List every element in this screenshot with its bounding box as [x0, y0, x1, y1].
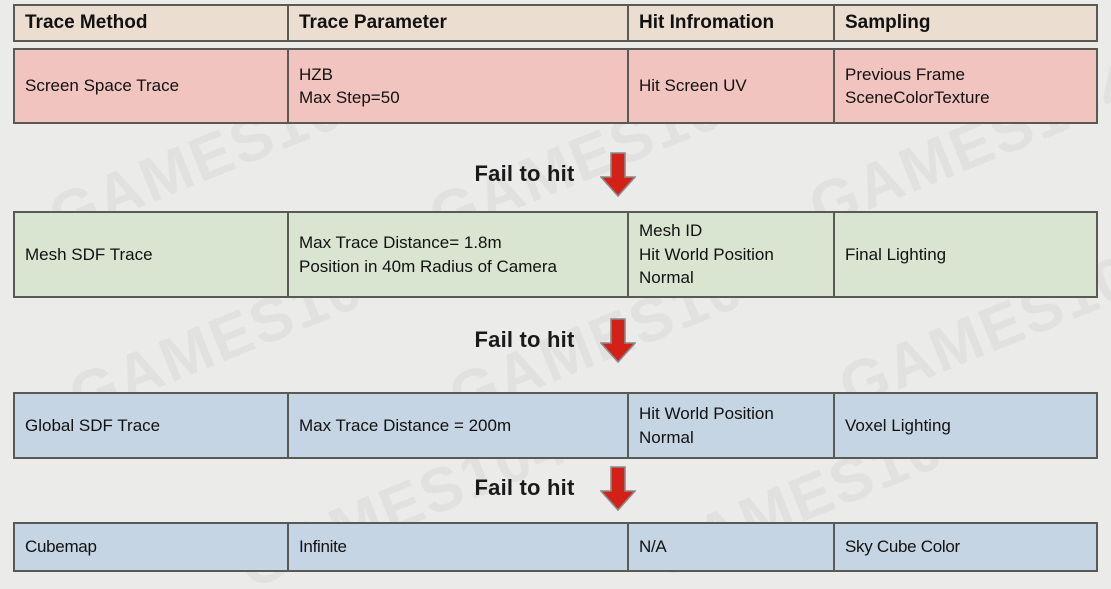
cell-text: Max Trace Distance= 1.8m Position in 40m…: [299, 233, 557, 276]
table-row-screen-space-trace: Screen Space Trace HZB Max Step=50 Hit S…: [13, 48, 1098, 124]
cell-text: Hit World Position Normal: [639, 404, 774, 447]
table-row: Screen Space Trace HZB Max Step=50 Hit S…: [13, 48, 1098, 124]
cell-text: N/A: [639, 537, 667, 557]
cell-hit-information: Hit Screen UV: [627, 48, 835, 124]
cell-sampling: Sky Cube Color: [833, 522, 1098, 572]
connector-label: Fail to hit: [474, 161, 575, 186]
connector-label: Fail to hit: [474, 475, 575, 500]
connector-label: Fail to hit: [474, 327, 575, 352]
cell-trace-parameter: Infinite: [287, 522, 629, 572]
cell-trace-method: Mesh SDF Trace: [13, 211, 289, 298]
column-header-trace-parameter: Trace Parameter: [287, 4, 629, 42]
connector-fail-to-hit-2: Fail to hit: [0, 316, 1111, 364]
table-row: Global SDF Trace Max Trace Distance = 20…: [13, 392, 1098, 459]
cell-trace-method: Cubemap: [13, 522, 289, 572]
cell-hit-information: Hit World Position Normal: [627, 392, 835, 459]
cell-sampling: Voxel Lighting: [833, 392, 1098, 459]
cell-sampling: Final Lighting: [833, 211, 1098, 298]
cell-trace-method: Global SDF Trace: [13, 392, 289, 459]
cell-text: Voxel Lighting: [845, 415, 951, 435]
cell-hit-information: N/A: [627, 522, 835, 572]
cell-trace-parameter: HZB Max Step=50: [287, 48, 629, 124]
cell-text: Sky Cube Color: [845, 537, 960, 557]
cell-sampling: Previous Frame SceneColorTexture: [833, 48, 1098, 124]
cell-text: Screen Space Trace: [25, 76, 180, 96]
table-row-mesh-sdf-trace: Mesh SDF Trace Max Trace Distance= 1.8m …: [13, 211, 1098, 298]
cell-text: HZB Max Step=50: [299, 64, 400, 107]
cell-hit-information: Mesh ID Hit World Position Normal: [627, 211, 835, 298]
cell-text: Global SDF Trace: [25, 415, 161, 435]
cell-trace-parameter: Max Trace Distance= 1.8m Position in 40m…: [287, 211, 629, 298]
table-row-cubemap: Cubemap Infinite N/A Sky Cube Color: [13, 522, 1098, 572]
cell-text: Final Lighting: [845, 244, 947, 264]
down-arrow-icon: [600, 151, 637, 197]
table-row: Cubemap Infinite N/A Sky Cube Color: [13, 522, 1098, 572]
table-row: Mesh SDF Trace Max Trace Distance= 1.8m …: [13, 211, 1098, 298]
cell-text: Infinite: [299, 537, 347, 557]
table-header-row: Trace Method Trace Parameter Hit Infroma…: [13, 4, 1098, 42]
column-header-sampling: Sampling: [833, 4, 1098, 42]
column-header-hit-information: Hit Infromation: [627, 4, 835, 42]
cell-trace-method: Screen Space Trace: [13, 48, 289, 124]
cell-trace-parameter: Max Trace Distance = 200m: [287, 392, 629, 459]
connector-fail-to-hit-3: Fail to hit: [0, 464, 1111, 512]
column-header-trace-method: Trace Method: [13, 4, 289, 42]
cell-text: Previous Frame SceneColorTexture: [845, 64, 990, 107]
cell-text: Max Trace Distance = 200m: [299, 415, 512, 435]
cell-text: Hit Screen UV: [639, 76, 747, 96]
table-row-global-sdf-trace: Global SDF Trace Max Trace Distance = 20…: [13, 392, 1098, 459]
down-arrow-icon: [600, 317, 637, 363]
connector-fail-to-hit-1: Fail to hit: [0, 150, 1111, 198]
down-arrow-icon: [600, 465, 637, 511]
table-header: Trace Method Trace Parameter Hit Infroma…: [13, 4, 1098, 42]
cell-text: Mesh ID Hit World Position Normal: [639, 221, 774, 288]
cell-text: Mesh SDF Trace: [25, 244, 153, 264]
cell-text: Cubemap: [25, 537, 97, 557]
